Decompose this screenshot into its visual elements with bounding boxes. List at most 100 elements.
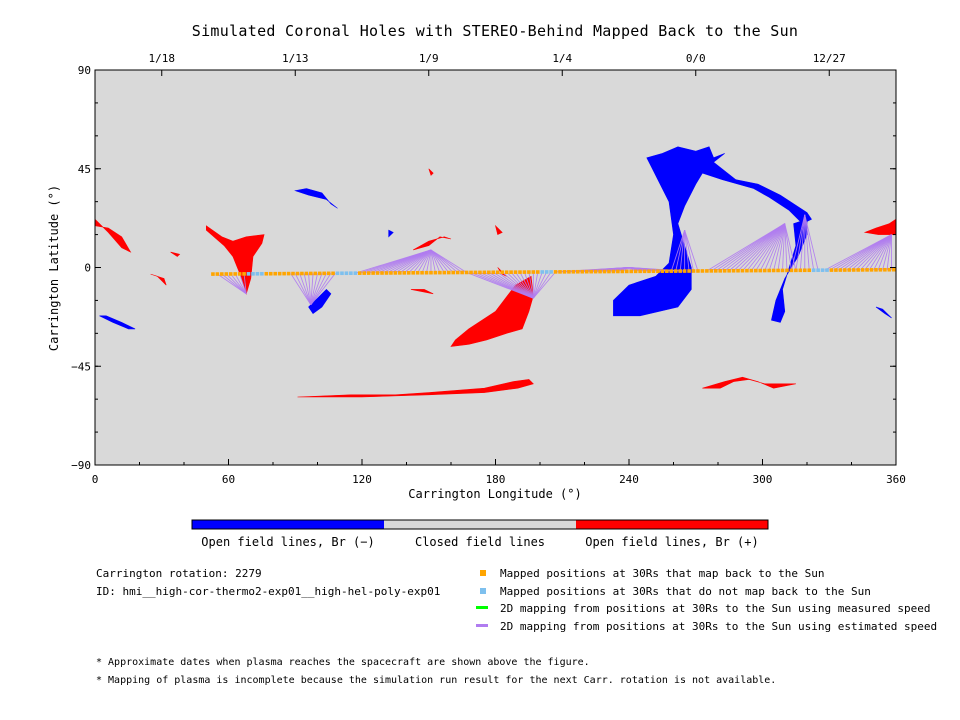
- mapping-line: [742, 223, 786, 271]
- mapping-line: [532, 271, 556, 299]
- orbit-position: [304, 271, 309, 276]
- orbit-position: [535, 270, 540, 274]
- mapping-line: [426, 249, 432, 273]
- orbit-position: [589, 269, 593, 274]
- orbit-position: [326, 271, 331, 276]
- orbit-position: [624, 269, 629, 274]
- orbit-position: [825, 268, 829, 272]
- orbit-position: [847, 268, 852, 272]
- orbit-position: [300, 271, 304, 276]
- orbit-position: [754, 268, 758, 273]
- carrington-rotation: Carrington rotation: 2279: [96, 567, 262, 580]
- orbit-position: [580, 269, 585, 274]
- top-date-label: 12/27: [813, 52, 846, 65]
- mapping-line: [733, 223, 786, 272]
- mapping-line: [784, 223, 792, 271]
- mapping-line: [532, 271, 552, 299]
- legend-estimated-label: 2D mapping from positions at 30Rs to the…: [500, 620, 938, 633]
- orbit-position: [495, 270, 500, 275]
- orbit-position: [678, 269, 682, 273]
- orbit-position: [513, 270, 518, 274]
- mapping-line: [784, 223, 797, 271]
- mapping-line: [310, 273, 323, 305]
- orbit-position: [616, 269, 620, 274]
- mapping-line: [886, 234, 892, 270]
- orbit-position: [215, 272, 220, 276]
- orbit-position: [295, 271, 300, 276]
- orbit-position: [433, 270, 438, 275]
- mapping-line: [804, 214, 810, 271]
- coronal-hole-positive: [702, 376, 796, 389]
- orbit-position: [745, 268, 749, 273]
- mapping-line: [842, 234, 892, 271]
- mapping-line: [290, 273, 312, 306]
- mapping-line: [782, 223, 786, 271]
- orbit-position: [509, 270, 513, 274]
- orbit-position: [344, 271, 349, 276]
- mapping-line: [510, 271, 534, 299]
- coronal-hole-negative: [388, 229, 394, 238]
- mapping-line: [882, 234, 892, 270]
- orbit-position: [576, 269, 580, 274]
- orbit-position: [522, 270, 527, 274]
- y-axis-label: Carrington Latitude (°): [47, 184, 61, 352]
- orbit-position: [482, 270, 487, 275]
- mapping-line: [846, 234, 892, 271]
- mapping-line: [430, 249, 450, 273]
- mapping-line: [217, 273, 247, 295]
- mapping-line: [430, 249, 436, 273]
- orbit-position: [638, 269, 642, 274]
- mapping-line: [675, 230, 686, 272]
- orbit-position: [464, 270, 469, 275]
- x-tick-label: 300: [753, 473, 773, 486]
- x-tick-label: 120: [352, 473, 372, 486]
- orbit-position: [878, 267, 883, 272]
- orbit-position: [460, 270, 464, 275]
- orbit-position: [567, 269, 571, 274]
- mapping-line: [877, 234, 892, 270]
- orbit-position: [553, 270, 558, 274]
- orbit-position: [487, 270, 491, 275]
- plot-area: [94, 70, 897, 465]
- orbit-position: [500, 270, 504, 275]
- orbit-position: [718, 269, 723, 273]
- top-date-label: 1/9: [419, 52, 439, 65]
- orbit-position: [491, 270, 496, 275]
- y-tick-label: 45: [78, 163, 91, 176]
- mapping-line: [408, 249, 432, 274]
- mapping-line: [523, 271, 534, 299]
- orbit-position: [656, 269, 660, 274]
- orbit-position: [438, 270, 442, 275]
- mapping-line: [506, 271, 534, 299]
- legend-estimated-line: [476, 624, 488, 627]
- orbit-position: [633, 269, 638, 274]
- x-tick-label: 360: [886, 473, 906, 486]
- orbit-position: [767, 268, 771, 273]
- orbit-position: [874, 268, 878, 272]
- coronal-hole-negative: [771, 218, 808, 323]
- orbit-position: [357, 271, 362, 275]
- orbit-position: [607, 269, 611, 274]
- orbit-position: [309, 271, 313, 276]
- orbit-position: [335, 271, 340, 276]
- mapping-line: [310, 273, 332, 306]
- legend-measured-label: 2D mapping from positions at 30Rs to the…: [500, 602, 931, 615]
- orbit-position: [446, 270, 451, 275]
- orbit-position: [286, 271, 291, 276]
- mapping-line: [679, 230, 686, 272]
- orbit-position: [411, 270, 415, 275]
- orbit-position: [776, 268, 780, 273]
- mapping-line: [860, 234, 892, 271]
- orbit-position: [237, 272, 242, 276]
- orbit-position: [366, 271, 371, 275]
- orbit-position: [384, 271, 389, 275]
- mapping-line: [310, 273, 336, 306]
- x-tick-label: 240: [619, 473, 639, 486]
- mapping-line: [399, 249, 432, 274]
- coronal-hole-negative: [613, 146, 812, 317]
- orbit-position: [705, 269, 709, 273]
- orbit-position: [473, 270, 478, 275]
- orbit-position: [647, 269, 651, 274]
- orbit-position: [562, 270, 567, 274]
